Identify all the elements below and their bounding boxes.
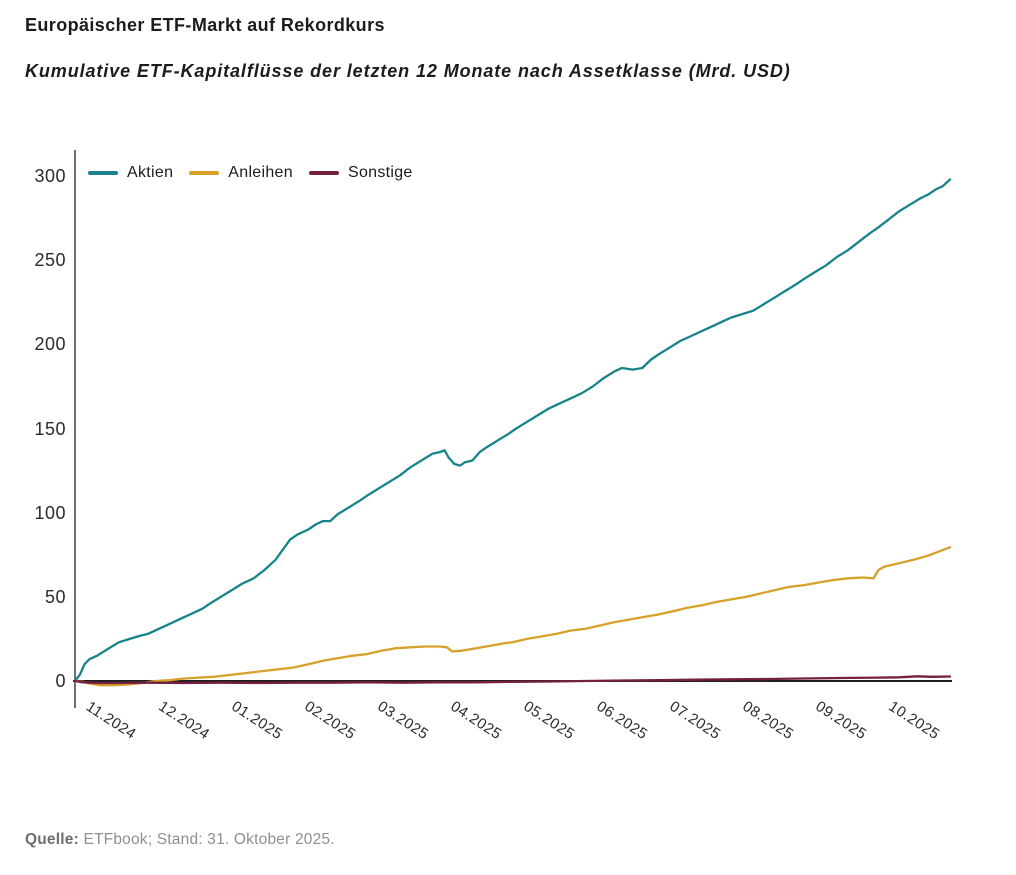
legend-item-anleihen: Anleihen	[189, 164, 293, 182]
y-axis-label: 50	[44, 586, 66, 607]
y-axis-label: 100	[34, 502, 66, 523]
y-axis-label: 150	[34, 418, 66, 439]
y-axis-label: 0	[55, 671, 66, 691]
source-label: Quelle:	[25, 831, 79, 848]
legend-swatch-icon	[308, 171, 339, 175]
legend-label: Aktien	[127, 164, 174, 181]
y-axis-label: 200	[34, 334, 66, 355]
y-axis-label: 300	[34, 166, 66, 187]
y-axis-label: 250	[34, 250, 66, 271]
page-subtitle: Kumulative ETF-Kapitalflüsse der letzten…	[25, 61, 791, 81]
legend-label: Sonstige	[347, 164, 413, 181]
source-line: Quelle: ETFbook; Stand: 31. Oktober 2025…	[25, 831, 335, 849]
legend-label: Anleihen	[228, 164, 293, 181]
legend: Aktien Anleihen Sonstige	[88, 162, 429, 184]
legend-item-sonstige: Sonstige	[308, 164, 413, 182]
page-title: Europäischer ETF-Markt auf Rekordkurs	[25, 15, 385, 35]
line-anleihen	[73, 546, 952, 687]
legend-item-aktien: Aktien	[88, 164, 173, 182]
source-text: ETFbook; Stand: 31. Oktober 2025.	[78, 831, 335, 848]
line-aktien	[73, 178, 952, 683]
legend-swatch-icon	[189, 171, 220, 175]
series-layer	[73, 178, 952, 687]
line-sonstige	[73, 675, 952, 685]
legend-swatch-icon	[88, 171, 118, 175]
axes-layer	[73, 150, 953, 708]
